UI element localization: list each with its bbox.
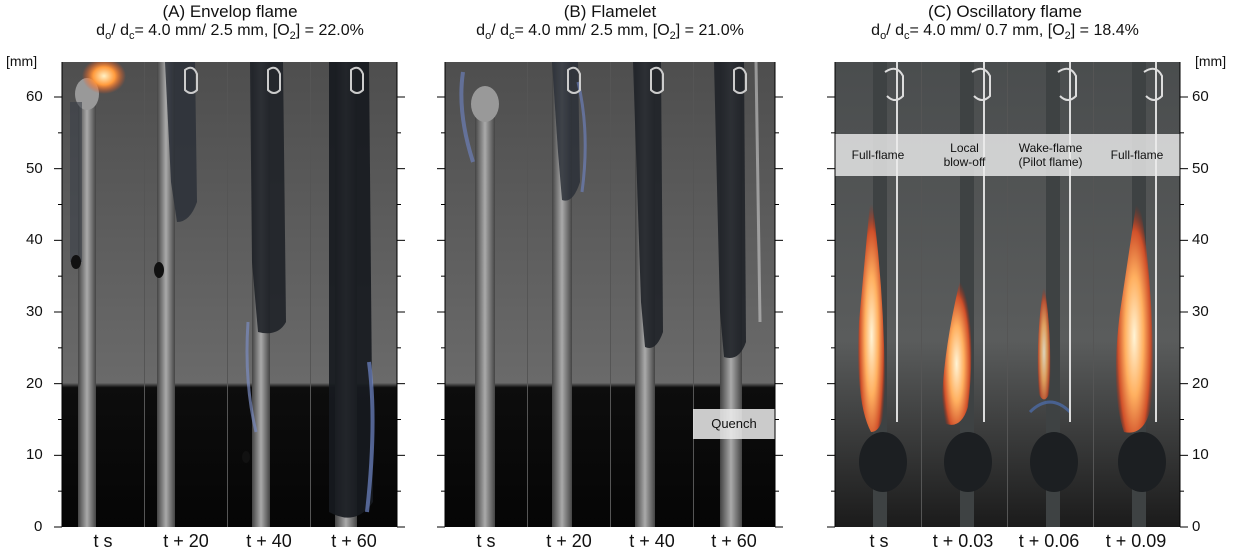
panel-a-o2: 22.0% <box>318 22 364 39</box>
panel-a-frame-3 <box>228 62 310 527</box>
panel-a-frame-2 <box>145 62 227 527</box>
panel-b-image <box>445 62 775 527</box>
tick-label-left-0: 0 <box>34 518 43 535</box>
tick-label-right-30: 30 <box>1192 303 1209 320</box>
time-c-3: t + 0.06 <box>1018 531 1080 551</box>
tick-label-left-50: 50 <box>26 159 43 177</box>
time-a-1: t s <box>93 531 113 551</box>
panel-b-do: 4.0 mm <box>528 22 582 39</box>
tick-label-right-0: 0 <box>1192 518 1201 535</box>
panel-b-subtitle: do/ dc= 4.0 mm/ 2.5 mm, [O2] = 21.0% <box>476 22 744 43</box>
panel-a-dc: 2.5 mm <box>210 22 264 39</box>
label-wake-flame: Wake-flame (Pilot flame) <box>1008 134 1093 176</box>
panel-b-title: (B) Flamelet <box>563 2 657 21</box>
axis-unit-left: [mm] <box>6 53 38 69</box>
panel-b-frame-2 <box>528 62 610 527</box>
axis-unit-right: [mm] <box>1195 53 1227 69</box>
time-a-4: t + 60 <box>331 531 377 551</box>
panel-b-o2: 21.0% <box>698 22 744 39</box>
time-b-3: t + 40 <box>629 531 675 551</box>
panel-c-label-band <box>835 134 1180 176</box>
panel-b-dc: 2.5 mm <box>590 22 644 39</box>
tick-label-left-30: 30 <box>26 303 43 320</box>
tick-label-right-60: 60 <box>1192 88 1209 105</box>
panel-c-dc: 0.7 mm <box>985 22 1039 39</box>
time-b-4: t + 60 <box>711 531 757 551</box>
panel-a-subtitle: do/ dc= 4.0 mm/ 2.5 mm, [O2] = 22.0% <box>96 22 364 43</box>
panel-c-image <box>835 62 1180 527</box>
time-b-1: t s <box>476 531 496 551</box>
panel-a-do: 4.0 mm <box>148 22 202 39</box>
tick-label-right-40: 40 <box>1192 231 1209 249</box>
label-wake-flame-text: Wake-flame (Pilot flame) <box>1018 141 1083 169</box>
label-full-flame-2-text: Full-flame <box>1110 148 1164 162</box>
tick-label-right-50: 50 <box>1192 159 1209 177</box>
label-full-flame-1-text: Full-flame <box>851 148 905 162</box>
label-local-blowoff-text: Local blow-off <box>943 141 986 169</box>
time-a-2: t + 20 <box>163 531 209 551</box>
tick-label-left-60: 60 <box>26 88 43 105</box>
label-full-flame-2: Full-flame <box>1094 134 1180 176</box>
time-c-2: t + 0.03 <box>932 531 994 551</box>
panel-c-do: 4.0 mm <box>923 22 977 39</box>
panel-c-o2: 18.4% <box>1093 22 1139 39</box>
quench-label: Quench <box>693 409 775 439</box>
panel-c-title: (C) Oscillatory flame <box>928 2 1082 21</box>
time-b-2: t + 20 <box>546 531 592 551</box>
panel-a-frame-1 <box>62 62 144 527</box>
tick-label-right-20: 20 <box>1192 374 1209 392</box>
panel-b-frame-1 <box>445 62 527 527</box>
tick-label-left-40: 40 <box>26 231 43 249</box>
time-c-1: t s <box>869 531 889 551</box>
panel-a-image <box>62 62 397 527</box>
panel-c-subtitle: do/ dc= 4.0 mm/ 0.7 mm, [O2] = 18.4% <box>871 22 1139 43</box>
time-a-3: t + 40 <box>246 531 292 551</box>
tick-label-right-10: 10 <box>1192 446 1209 464</box>
label-local-blowoff: Local blow-off <box>922 134 1007 176</box>
time-c-4: t + 0.09 <box>1105 531 1167 551</box>
tick-label-left-10: 10 <box>26 446 43 464</box>
panel-a-frame-4 <box>311 62 397 527</box>
panel-a-title: (A) Envelop flame <box>162 2 298 21</box>
label-full-flame-1: Full-flame <box>835 134 921 176</box>
tick-label-left-20: 20 <box>26 374 43 392</box>
panel-b-frame-3 <box>611 62 693 527</box>
